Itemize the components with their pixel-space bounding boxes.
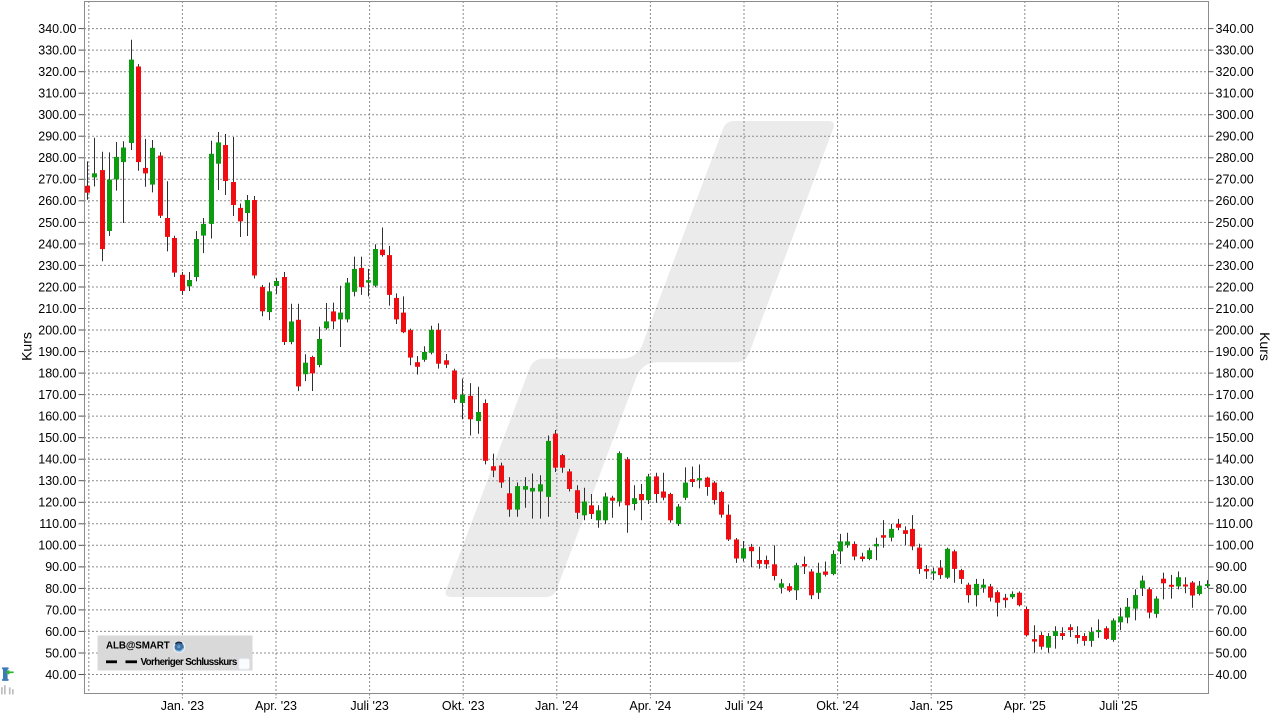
svg-text:Kurs: Kurs (1257, 332, 1273, 361)
svg-text:130.00: 130.00 (38, 474, 76, 488)
svg-text:340.00: 340.00 (1216, 22, 1254, 36)
svg-text:120.00: 120.00 (1216, 496, 1254, 510)
svg-text:250.00: 250.00 (1216, 216, 1254, 230)
svg-text:Apr. '25: Apr. '25 (1004, 699, 1046, 713)
svg-text:Jan. '23: Jan. '23 (161, 699, 204, 713)
svg-text:100.00: 100.00 (38, 539, 76, 553)
svg-text:Jan. '24: Jan. '24 (535, 699, 578, 713)
svg-text:230.00: 230.00 (1216, 259, 1254, 273)
svg-text:50.00: 50.00 (1216, 646, 1247, 660)
svg-text:200.00: 200.00 (38, 323, 76, 337)
svg-text:120.00: 120.00 (38, 496, 76, 510)
svg-text:70.00: 70.00 (45, 603, 76, 617)
svg-text:260.00: 260.00 (1216, 194, 1254, 208)
svg-text:170.00: 170.00 (38, 388, 76, 402)
svg-text:Juli '25: Juli '25 (1099, 699, 1138, 713)
svg-text:170.00: 170.00 (1216, 388, 1254, 402)
svg-text:300.00: 300.00 (1216, 108, 1254, 122)
svg-text:70.00: 70.00 (1216, 603, 1247, 617)
svg-text:60.00: 60.00 (1216, 625, 1247, 639)
svg-text:260.00: 260.00 (38, 194, 76, 208)
svg-text:280.00: 280.00 (1216, 151, 1254, 165)
svg-text:290.00: 290.00 (38, 130, 76, 144)
svg-text:240.00: 240.00 (1216, 237, 1254, 251)
svg-text:140.00: 140.00 (38, 453, 76, 467)
svg-text:220.00: 220.00 (38, 280, 76, 294)
svg-text:150.00: 150.00 (38, 431, 76, 445)
svg-text:310.00: 310.00 (1216, 87, 1254, 101)
svg-text:Apr. '23: Apr. '23 (255, 699, 297, 713)
svg-text:230.00: 230.00 (38, 259, 76, 273)
svg-text:90.00: 90.00 (1216, 560, 1247, 574)
svg-text:Vorheriger Schlusskurs: Vorheriger Schlusskurs (141, 657, 238, 668)
svg-text:150.00: 150.00 (1216, 431, 1254, 445)
svg-text:280.00: 280.00 (38, 151, 76, 165)
svg-text:80.00: 80.00 (1216, 582, 1247, 596)
svg-text:210.00: 210.00 (38, 302, 76, 316)
svg-text:330.00: 330.00 (1216, 44, 1254, 58)
svg-text:90.00: 90.00 (45, 560, 76, 574)
svg-text:80.00: 80.00 (45, 582, 76, 596)
svg-text:130.00: 130.00 (1216, 474, 1254, 488)
svg-text:180.00: 180.00 (38, 367, 76, 381)
svg-text:110.00: 110.00 (1216, 517, 1253, 531)
svg-text:180.00: 180.00 (1216, 367, 1254, 381)
svg-text:320.00: 320.00 (1216, 65, 1254, 79)
svg-text:300.00: 300.00 (38, 108, 76, 122)
svg-text:320.00: 320.00 (38, 65, 76, 79)
svg-text:100.00: 100.00 (1216, 539, 1254, 553)
svg-text:290.00: 290.00 (1216, 130, 1254, 144)
svg-text:240.00: 240.00 (38, 237, 76, 251)
svg-text:270.00: 270.00 (38, 173, 76, 187)
svg-text:190.00: 190.00 (38, 345, 76, 359)
svg-text:40.00: 40.00 (1216, 668, 1247, 682)
svg-text:330.00: 330.00 (38, 44, 76, 58)
svg-text:160.00: 160.00 (38, 410, 76, 424)
svg-text:ALB@SMART: ALB@SMART (106, 641, 170, 652)
svg-text:60.00: 60.00 (45, 625, 76, 639)
svg-text:Juli '24: Juli '24 (725, 699, 764, 713)
svg-text:Apr. '24: Apr. '24 (629, 699, 671, 713)
svg-text:210.00: 210.00 (1216, 302, 1254, 316)
svg-text:310.00: 310.00 (38, 87, 76, 101)
svg-text:220.00: 220.00 (1216, 280, 1254, 294)
svg-text:340.00: 340.00 (38, 22, 76, 36)
svg-text:Jan. '25: Jan. '25 (910, 699, 953, 713)
svg-text:50.00: 50.00 (45, 646, 76, 660)
svg-text:40.00: 40.00 (45, 668, 76, 682)
svg-text:270.00: 270.00 (1216, 173, 1254, 187)
svg-text:Kurs: Kurs (19, 332, 35, 361)
svg-text:250.00: 250.00 (38, 216, 76, 230)
svg-text:Okt. '24: Okt. '24 (816, 699, 859, 713)
svg-text:Okt. '23: Okt. '23 (442, 699, 485, 713)
svg-text:160.00: 160.00 (1216, 410, 1254, 424)
svg-text:Juli '23: Juli '23 (350, 699, 389, 713)
svg-text:140.00: 140.00 (1216, 453, 1254, 467)
svg-text:110.00: 110.00 (39, 517, 76, 531)
svg-text:200.00: 200.00 (1216, 323, 1254, 337)
svg-text:190.00: 190.00 (1216, 345, 1254, 359)
